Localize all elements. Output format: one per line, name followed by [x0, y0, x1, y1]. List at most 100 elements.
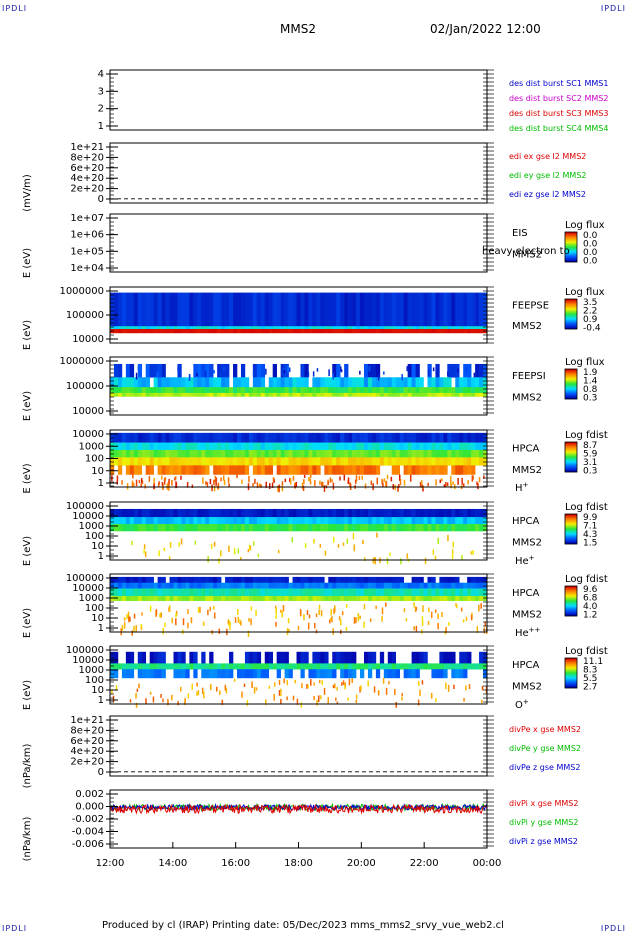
p3-colorbar-cell [565, 241, 577, 243]
p8-spectrogram-speck [462, 619, 465, 623]
p9-spectrogram-speck [313, 696, 315, 701]
p9-spectrogram-cell [252, 669, 258, 679]
p6-spectrogram-cell [141, 442, 147, 451]
p6-spectrogram-cell [411, 465, 416, 475]
p4-spectrogram-cell [137, 329, 143, 334]
p7-spectrogram-cell [244, 517, 250, 525]
p5-spectrogram-cell [427, 392, 432, 397]
p5-spectrogram-cell [475, 363, 480, 378]
p8-spectrogram-cell [383, 576, 389, 583]
p6-spectrogram-cell [423, 465, 428, 475]
p9-spectrogram-cell [360, 669, 365, 679]
p8-spectrogram-cell [284, 576, 289, 583]
p7-spectrogram-cell [328, 517, 333, 525]
p7-colorbar-cell [565, 524, 577, 526]
p4-spectrogram-cell [352, 326, 357, 330]
p4-spectrogram-cell [348, 292, 353, 327]
p6-spectrogram-cell [340, 465, 345, 475]
p9-spectrogram-cell [165, 663, 170, 670]
p5-colorbar-cell [565, 373, 577, 375]
p5-spectrogram-cell [197, 377, 202, 388]
p1-legend-entry: des dist burst SC4 MMS4 [509, 124, 608, 133]
p8-spectrogram-cell [352, 596, 357, 601]
p6-spectrogram-cell [379, 432, 385, 443]
p4-spectrogram-cell [399, 329, 404, 334]
p8-spectrogram-cell [248, 582, 254, 589]
p8-spectrogram-cell [292, 582, 297, 589]
p7-spectrogram-cell [439, 524, 444, 532]
p7-spectrogram-cell [324, 524, 329, 532]
p6-spectrogram-cell [375, 465, 381, 475]
p3-colorbar-cell [565, 238, 577, 240]
p5-spectrogram-cell [217, 377, 222, 388]
p8-spectrogram-cell [141, 588, 147, 597]
p9-instrument-label: MMS2 [512, 682, 542, 693]
p7-spectrogram-speck [452, 541, 455, 548]
p6-spectrogram-speck [132, 483, 135, 487]
p7-colorbar-frame [564, 513, 578, 545]
p8-spectrogram-cell [467, 582, 472, 589]
p4-spectrogram-cell [292, 292, 297, 327]
p9-spectrogram-cell [356, 663, 361, 670]
p2-legend-entry: edi ex gse l2 MMS2 [509, 152, 586, 161]
p6-spectrogram-speck [386, 474, 389, 480]
p8-spectrogram-cell [332, 576, 337, 583]
p6-spectrogram-cell [169, 432, 174, 443]
p8-spectrogram-cell [173, 576, 178, 583]
p3-colorbar-cell [565, 233, 577, 235]
p9-spectrogram-cell [225, 669, 230, 679]
p8-spectrogram-cell [395, 576, 400, 583]
p8-spectrogram-cell [217, 588, 222, 597]
p9-spectrogram-speck [225, 687, 228, 694]
p4-spectrogram-cell [411, 292, 416, 327]
p4-spectrogram-cell [316, 329, 321, 334]
p8-colorbar-cell [565, 613, 577, 615]
p5-spectrogram-cell [153, 377, 158, 388]
p8-colorbar-cell [565, 601, 577, 603]
p1-ytick-label: 3 [98, 86, 104, 97]
p4-spectrogram-cell [185, 329, 190, 334]
p6-spectrogram-cell [252, 432, 258, 443]
p4-spectrogram-cell [177, 326, 182, 330]
p7-spectrogram-speck [437, 537, 440, 544]
p7-colorbar-cell [565, 518, 577, 520]
p4-spectrogram-cell [276, 292, 281, 327]
p6-spectrogram-cell [121, 442, 127, 451]
p6-spectrogram-speck [381, 478, 383, 484]
p3-ylabel: E (eV) [22, 248, 33, 278]
p8-spectrogram-cell [193, 588, 198, 597]
p8-colorbar-cell [565, 612, 577, 614]
p6-spectrogram-cell [236, 457, 242, 466]
p4-spectrogram-cell [304, 326, 309, 330]
p5-spectrogram-cell [141, 377, 147, 388]
p8-spectrogram-cell [229, 576, 234, 583]
p5-spectrogram-speck [156, 372, 159, 378]
p4-spectrogram-cell [336, 292, 341, 327]
p8-spectrogram-cell [336, 588, 341, 597]
p5-spectrogram-cell [153, 363, 158, 378]
p7-spectrogram-cell [197, 524, 202, 532]
p5-spectrogram-cell [205, 363, 210, 378]
p6-spectrogram-cell [395, 432, 400, 443]
p5-spectrogram-cell [189, 377, 194, 388]
p6-spectrogram-cell [395, 457, 400, 466]
p8-spectrogram-cell [157, 596, 162, 601]
xaxis-tick-label: 12:00 [96, 858, 125, 869]
p4-spectrogram-cell [455, 326, 460, 330]
p9-spectrogram-speck [253, 686, 256, 694]
p5-spectrogram-cell [125, 377, 131, 388]
p6-spectrogram-cell [129, 465, 135, 475]
p6-spectrogram-cell [348, 465, 353, 475]
p4-spectrogram-cell [431, 329, 436, 334]
p5-spectrogram-cell [288, 392, 293, 397]
p4-spectrogram-cell [149, 292, 154, 327]
p6-spectrogram-speck [206, 482, 209, 488]
p3-colorbar-cell [565, 248, 577, 250]
p7-spectrogram-speck [247, 549, 250, 553]
p5-spectrogram-cell [447, 377, 452, 388]
p4-spectrogram-cell [296, 329, 301, 334]
p8-spectrogram-speck [126, 614, 128, 619]
p5-spectrogram-cell [300, 363, 305, 378]
p5-spectrogram-cell [300, 377, 305, 388]
